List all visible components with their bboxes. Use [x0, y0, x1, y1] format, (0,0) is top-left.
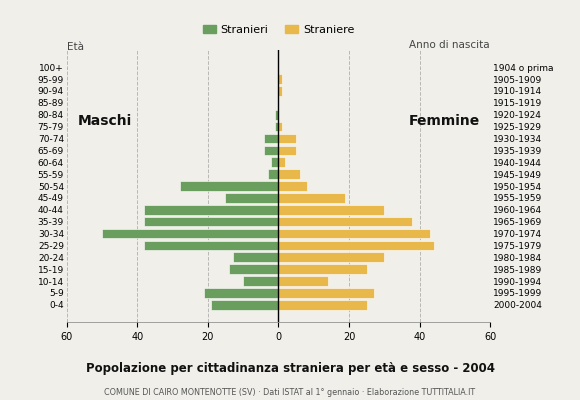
Bar [144, 205, 278, 215]
Bar [278, 276, 328, 286]
Bar [278, 252, 384, 262]
Bar [278, 157, 285, 167]
Text: Maschi: Maschi [77, 114, 132, 128]
Bar [204, 288, 278, 298]
Bar [278, 181, 307, 191]
Bar [144, 240, 278, 250]
Bar [278, 169, 299, 179]
Bar [278, 146, 296, 155]
Bar [229, 264, 278, 274]
Bar [278, 205, 384, 215]
Bar [144, 217, 278, 226]
Bar [278, 134, 296, 143]
Bar [278, 240, 434, 250]
Bar [278, 193, 346, 203]
Text: Anno di nascita: Anno di nascita [409, 40, 490, 50]
Bar [278, 122, 282, 132]
Bar [278, 264, 367, 274]
Bar [271, 157, 278, 167]
Bar [275, 110, 278, 120]
Bar [243, 276, 278, 286]
Bar [278, 217, 412, 226]
Bar [180, 181, 278, 191]
Bar [278, 288, 374, 298]
Bar [211, 300, 278, 310]
Text: Età: Età [67, 42, 84, 52]
Text: COMUNE DI CAIRO MONTENOTTE (SV) · Dati ISTAT al 1° gennaio · Elaborazione TUTTIT: COMUNE DI CAIRO MONTENOTTE (SV) · Dati I… [104, 388, 476, 397]
Bar [264, 134, 278, 143]
Bar [278, 229, 430, 238]
Text: Femmine: Femmine [408, 114, 480, 128]
Bar [278, 74, 282, 84]
Bar [278, 86, 282, 96]
Bar [233, 252, 278, 262]
Bar [102, 229, 278, 238]
Text: Popolazione per cittadinanza straniera per età e sesso - 2004: Popolazione per cittadinanza straniera p… [85, 362, 495, 375]
Bar [226, 193, 278, 203]
Bar [275, 122, 278, 132]
Legend: Stranieri, Straniere: Stranieri, Straniere [198, 20, 358, 39]
Bar [278, 300, 367, 310]
Bar [264, 146, 278, 155]
Bar [268, 169, 278, 179]
